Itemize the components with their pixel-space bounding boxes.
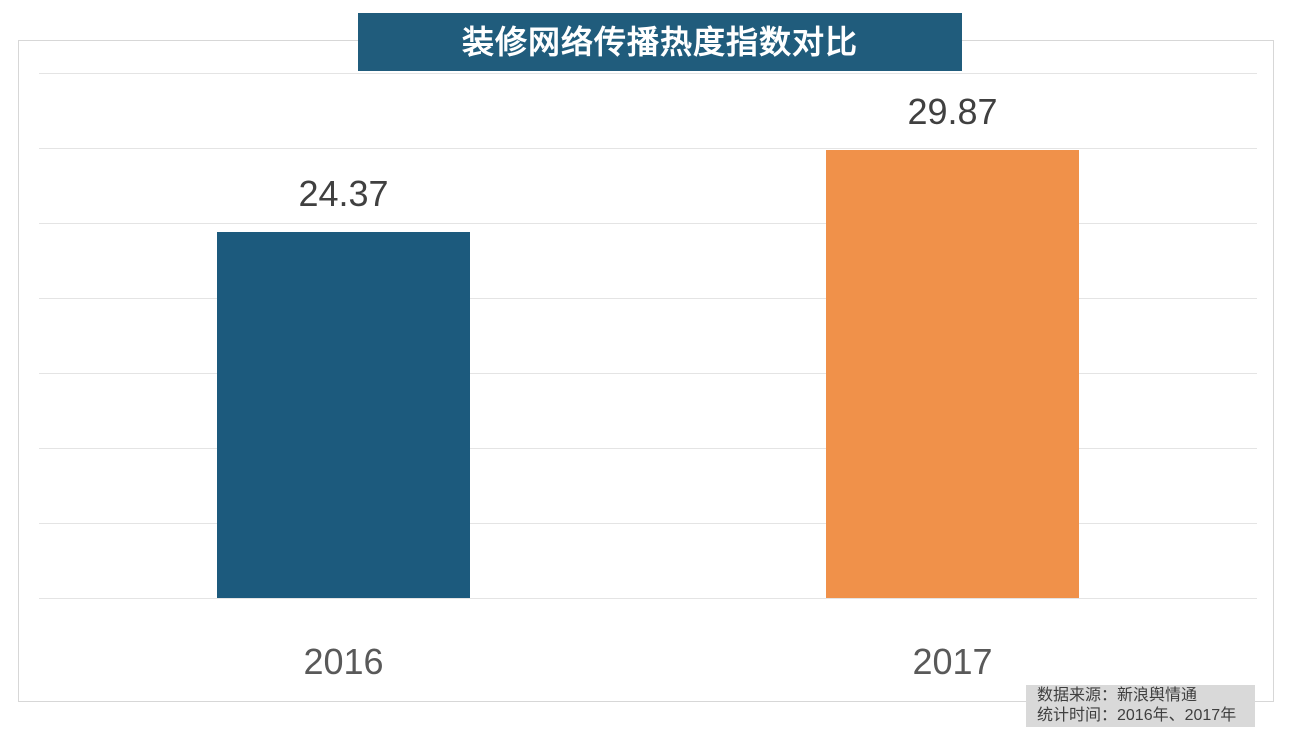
plot-border	[18, 40, 1274, 702]
bar-2017	[826, 149, 1079, 598]
x-axis-label: 2017	[912, 641, 993, 682]
x-axis-label: 2016	[303, 641, 384, 682]
gridline	[39, 298, 1257, 299]
period-line: 统计时间：2016年、2017年	[1037, 707, 1237, 724]
gridline	[39, 448, 1257, 449]
gridline	[39, 598, 1257, 599]
gridline	[39, 523, 1257, 524]
source-note: 数据来源：新浪舆情通 统计时间：2016年、2017年	[1026, 685, 1255, 727]
chart-title: 装修网络传播热度指数对比	[358, 13, 962, 71]
gridline	[39, 148, 1257, 149]
bar-value-label: 29.87	[907, 90, 998, 132]
bar-2016	[217, 232, 470, 598]
gridline	[39, 373, 1257, 374]
bar-value-label: 24.37	[298, 173, 389, 215]
gridline	[39, 73, 1257, 74]
source-line: 数据来源：新浪舆情通	[1037, 687, 1198, 704]
gridline	[39, 223, 1257, 224]
